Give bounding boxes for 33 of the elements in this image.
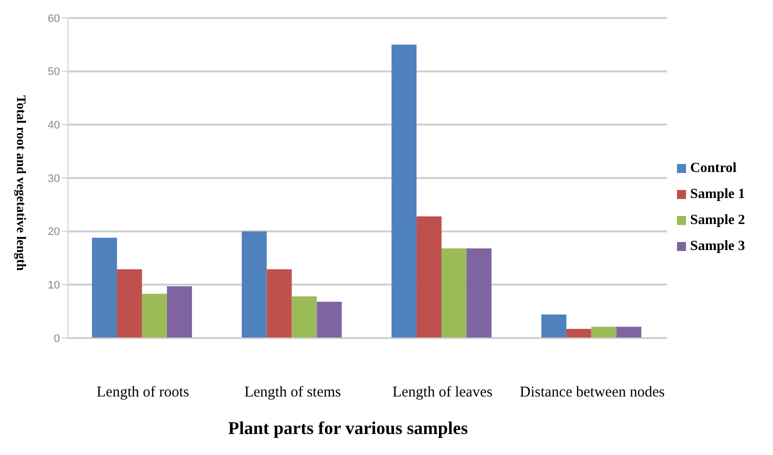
y-tick-label: 50: [48, 66, 60, 78]
bar: [541, 314, 566, 338]
y-tick-label: 10: [48, 280, 60, 292]
bar: [92, 238, 117, 338]
legend-label: Sample 3: [690, 239, 745, 254]
bar: [442, 248, 467, 338]
bar: [166, 286, 192, 338]
y-tick-label: 40: [48, 120, 60, 132]
legend-label: Control: [690, 161, 737, 176]
y-tick-label: 0: [54, 332, 60, 345]
x-tick-label: Distance between nodes: [520, 384, 665, 401]
bar: [242, 231, 267, 338]
bar: [566, 328, 592, 338]
y-tick-label: 60: [48, 12, 60, 25]
bar: [116, 269, 142, 338]
x-tick-label: Length of leaves: [392, 384, 493, 401]
bar: [316, 302, 342, 338]
legend-label: Sample 1: [690, 187, 745, 202]
legend-label: Sample 2: [690, 213, 745, 228]
y-tick-label: 30: [48, 172, 60, 185]
x-tick-label: Length of stems: [244, 384, 342, 401]
bar: [266, 269, 292, 338]
bar: [416, 216, 442, 338]
bar: [466, 248, 492, 338]
y-axis-title: Total root and vegetative length: [13, 95, 29, 271]
bar: [392, 44, 417, 338]
bar: [616, 326, 642, 338]
bar: [292, 296, 317, 338]
y-tick-label: 20: [48, 226, 60, 238]
x-tick-label: Length of roots: [96, 384, 190, 401]
bar: [591, 326, 616, 338]
x-axis-title: Plant parts for various samples: [227, 418, 469, 439]
bar: [142, 294, 167, 338]
